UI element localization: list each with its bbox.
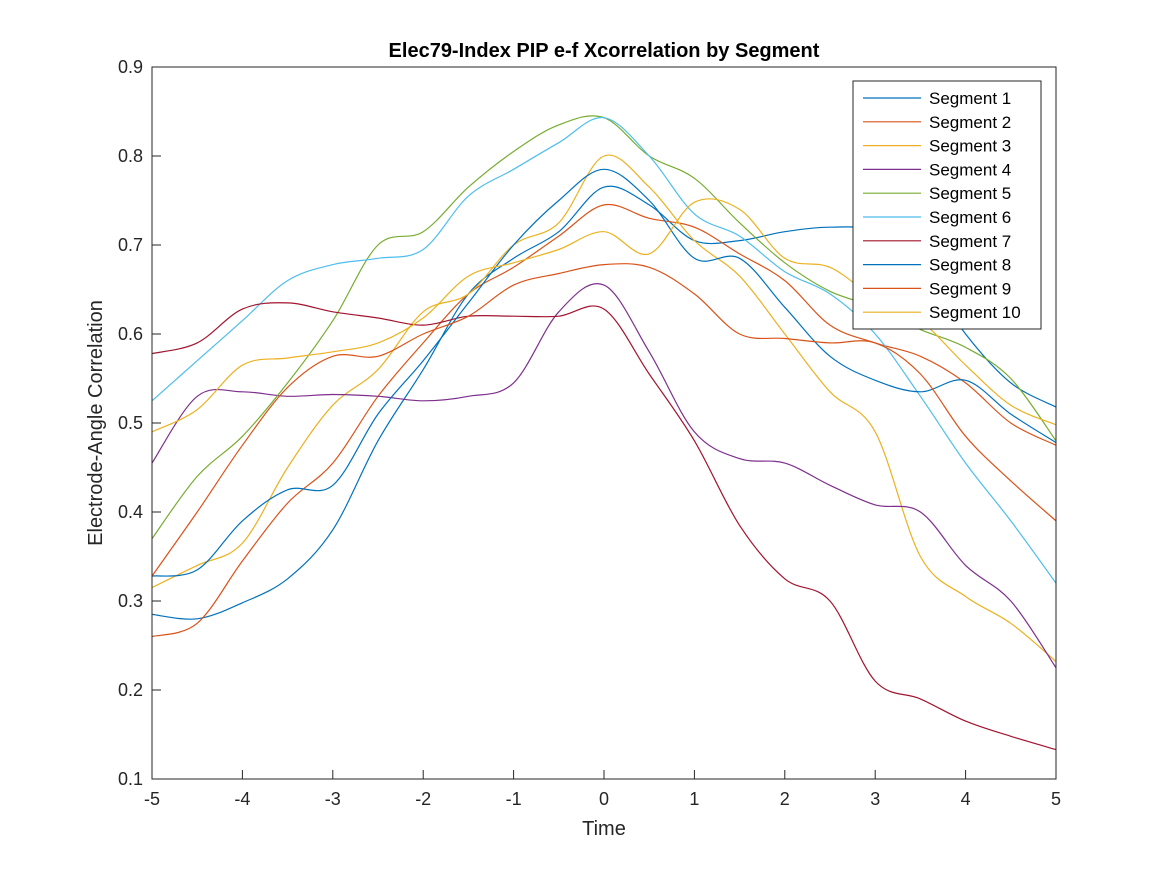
legend-entry-label: Segment 9 — [929, 279, 1011, 298]
series-line-segment-9 — [151, 263, 1057, 577]
series-line-segment-7 — [151, 302, 1057, 751]
x-tick-label: 4 — [961, 789, 971, 809]
legend-entry-label: Segment 4 — [929, 160, 1011, 179]
y-tick-label: 0.2 — [118, 680, 143, 700]
x-tick-label: 5 — [1051, 789, 1061, 809]
series-line-segment-3 — [151, 154, 1057, 662]
y-tick-label: 0.3 — [118, 591, 143, 611]
y-tick-label: 0.9 — [118, 57, 143, 77]
series-line-segment-6 — [151, 117, 1057, 584]
x-tick-label: -2 — [415, 789, 431, 809]
x-tick-label: -1 — [506, 789, 522, 809]
y-tick-label: 0.8 — [118, 146, 143, 166]
series-line-segment-2 — [151, 203, 1057, 638]
y-tick-label: 0.5 — [118, 413, 143, 433]
y-tick-label: 0.4 — [118, 502, 143, 522]
x-axis-label: Time — [582, 818, 626, 840]
legend-entry-label: Segment 1 — [929, 89, 1011, 108]
x-axis: -5 -4 -3 -2 -1 0 1 2 3 4 5 — [144, 770, 1061, 809]
legend-entry-label: Segment 7 — [929, 232, 1011, 251]
series-line-segment-4 — [151, 283, 1057, 669]
y-tick-label: 0.6 — [118, 324, 143, 344]
legend-entry-label: Segment 2 — [929, 113, 1011, 132]
x-tick-label: 1 — [689, 789, 699, 809]
y-axis: 0.1 0.2 0.3 0.4 0.5 0.6 0.7 0.8 0.9 — [118, 57, 161, 789]
legend-entry-label: Segment 3 — [929, 137, 1011, 156]
series-line-segment-8 — [151, 168, 1057, 577]
legend-entry-label: Segment 8 — [929, 256, 1011, 275]
legend-entry-label: Segment 5 — [929, 184, 1011, 203]
y-tick-label: 0.1 — [118, 769, 143, 789]
x-tick-label: 2 — [780, 789, 790, 809]
y-tick-label: 0.7 — [118, 235, 143, 255]
x-tick-label: -3 — [325, 789, 341, 809]
legend-entry-label: Segment 6 — [929, 208, 1011, 227]
x-tick-label: -4 — [234, 789, 250, 809]
chart-title: Elec79-Index PIP e-f Xcorrelation by Seg… — [389, 40, 820, 62]
x-tick-label: 3 — [870, 789, 880, 809]
x-tick-label: 0 — [599, 789, 609, 809]
legend-entry-label: Segment 10 — [929, 303, 1021, 322]
y-axis-label: Electrode-Angle Correlation — [85, 300, 107, 546]
x-tick-label: -5 — [144, 789, 160, 809]
legend: Segment 1 Segment 2 Segment 3 Segment 4 Segm… — [852, 80, 1042, 330]
